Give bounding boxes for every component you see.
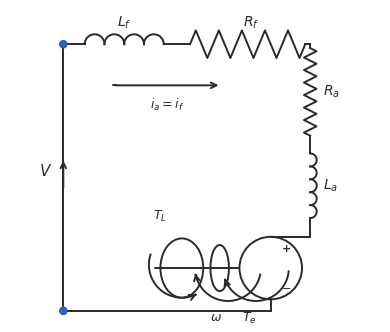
Text: $T_e$: $T_e$ (242, 311, 257, 326)
Text: $L_a$: $L_a$ (323, 178, 339, 194)
Text: $T_L$: $T_L$ (153, 208, 167, 224)
Text: $-$: $-$ (281, 282, 291, 292)
Text: $L_f$: $L_f$ (117, 15, 131, 31)
Text: $R_f$: $R_f$ (243, 15, 259, 31)
Circle shape (60, 41, 67, 48)
Text: $i_a = i_f$: $i_a = i_f$ (150, 97, 184, 113)
Text: +: + (282, 244, 291, 254)
Text: $R_a$: $R_a$ (323, 84, 340, 100)
Text: $\omega$: $\omega$ (211, 311, 222, 324)
Circle shape (60, 307, 67, 314)
Text: $V$: $V$ (39, 163, 52, 179)
